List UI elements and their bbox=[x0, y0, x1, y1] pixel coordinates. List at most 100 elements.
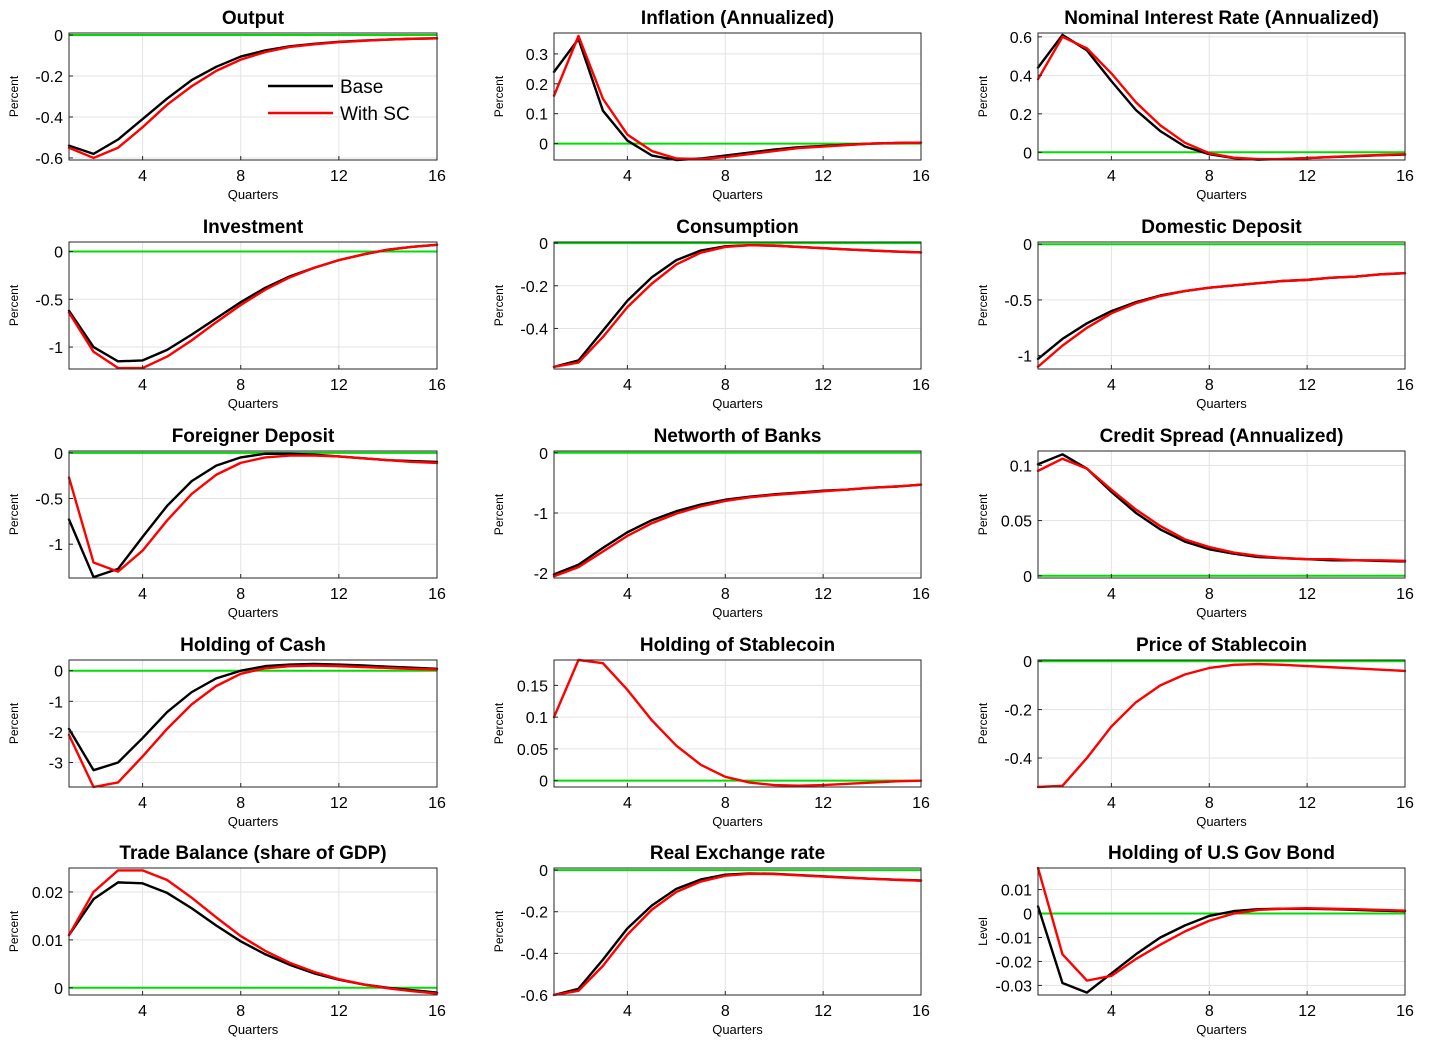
x-tick-label: 12 bbox=[1298, 795, 1316, 812]
plot-area bbox=[554, 868, 921, 995]
y-tick-label: 0 bbox=[1023, 569, 1032, 586]
x-tick-label: 16 bbox=[912, 1003, 930, 1020]
series-line-with-sc bbox=[67, 454, 439, 573]
x-tick-label: 12 bbox=[1298, 1003, 1316, 1020]
y-tick-label: -0.4 bbox=[520, 321, 548, 338]
panel-title: Holding of U.S Gov Bond bbox=[1108, 843, 1335, 864]
x-tick-label: 12 bbox=[1298, 377, 1316, 394]
series-line-with-sc bbox=[552, 34, 923, 161]
y-tick-label: 0.2 bbox=[1010, 107, 1032, 124]
panel-holding-of-stablecoin: 4 8 12 16 0 0.05 0.1 0.15 Holding of Stablecoin Q… bbox=[492, 635, 930, 829]
x-tick-label: 16 bbox=[1396, 168, 1414, 185]
y-tick-label: -0.02 bbox=[996, 954, 1033, 971]
y-tick-label: -3 bbox=[49, 756, 63, 773]
panel-inflation-annualized: 4 8 12 16 0 0.1 0.2 0.3 Inflation (Annualized) Qu… bbox=[492, 8, 930, 202]
series-line-with-sc bbox=[67, 37, 439, 160]
y-axis-label: Percent bbox=[492, 910, 506, 952]
y-tick-label: -0.5 bbox=[1004, 293, 1032, 310]
x-tick-label: 16 bbox=[428, 586, 446, 603]
x-tick-label: 8 bbox=[721, 168, 730, 185]
y-tick-label: -0.01 bbox=[996, 930, 1033, 947]
panel-trade-balance-share-of-gdp: 4 8 12 16 0 0.01 0.02 Trade Balance (share of G… bbox=[7, 843, 446, 1037]
panel-consumption: 4 8 12 16 0 -0.2 -0.4 Consumption Quarters Percen… bbox=[492, 217, 930, 411]
series-line-with-sc bbox=[552, 872, 923, 997]
axes-box bbox=[1037, 450, 1406, 579]
y-tick-label: 0 bbox=[1023, 237, 1032, 254]
y-tick-label: -0.5 bbox=[35, 492, 63, 509]
y-tick-label: -0.2 bbox=[520, 279, 548, 296]
x-axis-label: Quarters bbox=[1196, 1022, 1247, 1037]
x-tick-label: 4 bbox=[1107, 586, 1116, 603]
x-tick-label: 8 bbox=[1205, 586, 1214, 603]
y-axis-label: Percent bbox=[7, 284, 21, 326]
y-tick-label: -0.6 bbox=[520, 988, 548, 1005]
y-tick-label: -0.2 bbox=[520, 905, 548, 922]
axes-box bbox=[1037, 32, 1406, 161]
plot-area bbox=[554, 660, 921, 787]
legend-label-base: Base bbox=[340, 77, 383, 98]
panel-title: Domestic Deposit bbox=[1141, 217, 1302, 238]
y-tick-label: -1 bbox=[49, 694, 63, 711]
y-tick-label: -0.6 bbox=[35, 151, 63, 168]
series-line-with-sc bbox=[552, 483, 923, 578]
x-tick-label: 8 bbox=[236, 377, 245, 394]
panel-title: Networth of Banks bbox=[654, 426, 822, 447]
x-axis-label: Quarters bbox=[712, 605, 763, 620]
x-tick-label: 16 bbox=[1396, 1003, 1414, 1020]
panel-title: Output bbox=[222, 8, 285, 29]
x-tick-label: 4 bbox=[623, 377, 632, 394]
plot-area bbox=[69, 868, 437, 995]
panel-nominal-interest-rate-annualized: 4 8 12 16 0 0.2 0.4 0.6 Nominal Interest Rate (A… bbox=[976, 8, 1414, 202]
x-tick-label: 16 bbox=[428, 1003, 446, 1020]
y-tick-label: 0 bbox=[1023, 145, 1032, 162]
y-tick-label: -2 bbox=[49, 725, 63, 742]
y-tick-label: -1 bbox=[49, 537, 63, 554]
axes-box bbox=[553, 659, 922, 788]
panel-title: Holding of Cash bbox=[180, 635, 326, 656]
panel-price-of-stablecoin: 4 8 12 16 0 -0.2 -0.4 Price of Stablecoin Quarte… bbox=[976, 635, 1414, 829]
series-line-with-sc bbox=[1036, 662, 1407, 789]
x-tick-label: 4 bbox=[623, 795, 632, 812]
panel-title: Credit Spread (Annualized) bbox=[1100, 426, 1344, 447]
panel-title: Foreigner Deposit bbox=[172, 426, 335, 447]
y-tick-label: -2 bbox=[534, 566, 548, 583]
panel-title: Nominal Interest Rate (Annualized) bbox=[1064, 8, 1379, 29]
x-tick-label: 16 bbox=[912, 795, 930, 812]
y-axis-label: Percent bbox=[492, 75, 506, 117]
x-tick-label: 12 bbox=[814, 377, 832, 394]
y-tick-label: 0 bbox=[539, 446, 548, 463]
y-tick-label: 0 bbox=[54, 981, 63, 998]
series-line-with-sc bbox=[67, 664, 439, 789]
x-tick-label: 16 bbox=[912, 168, 930, 185]
y-axis-label: Percent bbox=[7, 702, 21, 744]
y-tick-label: 0.1 bbox=[526, 107, 548, 124]
y-tick-label: 0.01 bbox=[32, 933, 63, 950]
x-axis-label: Quarters bbox=[228, 396, 279, 411]
x-tick-label: 12 bbox=[330, 1003, 348, 1020]
y-tick-label: 0 bbox=[1023, 654, 1032, 671]
x-tick-label: 8 bbox=[236, 168, 245, 185]
x-tick-label: 4 bbox=[623, 586, 632, 603]
x-axis-label: Quarters bbox=[712, 1022, 763, 1037]
y-axis-label: Percent bbox=[976, 284, 990, 326]
x-axis-label: Quarters bbox=[1196, 814, 1247, 829]
series-line-with-sc bbox=[67, 243, 439, 370]
y-axis-label: Percent bbox=[492, 284, 506, 326]
panel-title: Investment bbox=[203, 217, 304, 238]
panel-investment: 4 8 12 16 0 -0.5 -1 Investment Quarters Percent bbox=[7, 217, 446, 411]
x-tick-label: 12 bbox=[330, 168, 348, 185]
axes-box bbox=[553, 867, 922, 996]
plot-area bbox=[1038, 451, 1405, 578]
panel-foreigner-deposit: 4 8 12 16 0 -0.5 -1 Foreigner Deposit Quarters Pe… bbox=[7, 426, 446, 620]
x-tick-label: 16 bbox=[1396, 586, 1414, 603]
y-tick-label: -0.4 bbox=[35, 110, 63, 127]
x-tick-label: 8 bbox=[236, 795, 245, 812]
panel-title: Inflation (Annualized) bbox=[641, 8, 834, 29]
x-tick-label: 12 bbox=[330, 377, 348, 394]
y-axis-label: Percent bbox=[7, 75, 21, 117]
y-tick-label: 0 bbox=[54, 664, 63, 681]
panel-title: Real Exchange rate bbox=[650, 843, 825, 864]
x-tick-label: 8 bbox=[1205, 795, 1214, 812]
legend: Base With SC bbox=[268, 77, 410, 125]
